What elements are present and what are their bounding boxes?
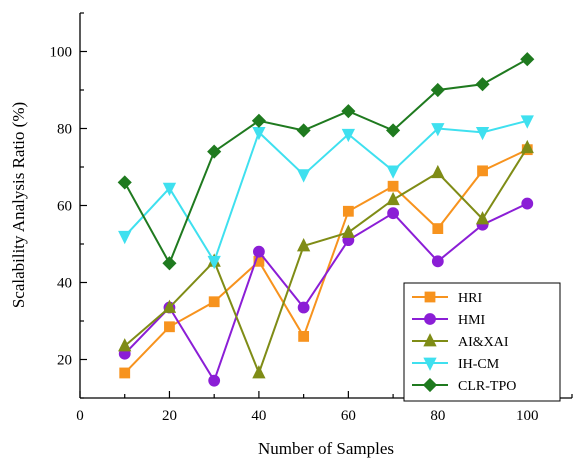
legend-label: HMI (458, 313, 486, 328)
data-point-ih-cm (162, 182, 177, 197)
data-point-hri (477, 165, 488, 177)
data-point-clr-tpo (251, 113, 266, 128)
data-point-hmi (387, 207, 399, 220)
series-ai-xai (118, 139, 534, 379)
legend-item-hmi: HMI (412, 313, 486, 328)
series-line-ih-cm (123, 119, 528, 264)
x-tick-label: 40 (251, 408, 266, 424)
legend: HRI HMI AI&XAI IH-CM CLR-TPO (403, 282, 561, 402)
legend-marker (423, 357, 437, 371)
data-point-hri (387, 180, 399, 192)
data-point-hri (208, 296, 220, 308)
series-line-clr-tpo (123, 58, 528, 266)
data-point-clr-tpo (475, 77, 490, 92)
data-point-ai-xai (386, 191, 400, 206)
series-line-hmi (124, 202, 528, 384)
x-tick-label: 100 (516, 408, 539, 424)
data-point-ih-cm (475, 126, 490, 141)
data-point-ai-xai (475, 211, 490, 225)
data-point-hmi (208, 374, 221, 387)
data-point-ai-xai (252, 365, 266, 379)
data-point-hmi (431, 255, 444, 268)
y-tick-label: 100 (50, 45, 73, 61)
legend-label: HRI (458, 291, 482, 306)
series-line-ai-xai (124, 147, 529, 376)
y-tick-label: 20 (57, 353, 72, 369)
series-layer (117, 52, 535, 387)
data-point-ai-xai (431, 164, 445, 179)
data-point-ai-xai (162, 299, 177, 313)
data-point-ai-xai (341, 224, 356, 238)
legend-marker (424, 291, 436, 303)
x-axis-title: Number of Samples (258, 439, 394, 458)
data-point-clr-tpo (207, 144, 222, 159)
legend-item-clr-tpo: CLR-TPO (412, 377, 516, 394)
x-tick-label: 20 (162, 408, 177, 424)
y-tick-label: 80 (57, 122, 72, 138)
x-tick-label: 0 (76, 408, 84, 424)
legend-label: AI&XAI (458, 335, 509, 350)
data-point-hmi (297, 301, 310, 314)
data-point-clr-tpo (430, 82, 445, 98)
data-point-hri (119, 367, 131, 379)
y-axis-title: Scalability Analysis Ratio (%) (9, 102, 28, 308)
data-point-clr-tpo (162, 256, 177, 271)
data-point-ih-cm (431, 123, 445, 137)
y-tick-label: 60 (57, 199, 72, 215)
series-clr-tpo (117, 52, 535, 271)
data-point-ih-cm (520, 115, 534, 129)
data-point-hri (342, 205, 354, 217)
y-tick-label: 40 (57, 276, 72, 292)
legend-item-ai-xai: AI&XAI (412, 333, 509, 350)
data-point-hri (298, 330, 310, 342)
data-point-hmi (253, 245, 265, 258)
legend-item-ih-cm: IH-CM (412, 357, 500, 372)
data-point-ih-cm (118, 230, 132, 245)
data-point-clr-tpo (520, 52, 535, 67)
data-point-clr-tpo (341, 104, 356, 119)
data-point-ih-cm (341, 128, 356, 143)
axes: 0 20 40 60 80 100 20 40 60 80 100 (50, 12, 573, 424)
legend-marker (423, 333, 437, 347)
data-point-ih-cm (386, 165, 400, 179)
data-point-ai-xai (520, 139, 534, 154)
data-point-clr-tpo (296, 123, 311, 138)
legend-item-hri: HRI (412, 291, 482, 306)
legend-label: CLR-TPO (458, 379, 516, 394)
legend-marker (422, 377, 438, 393)
data-point-ih-cm (207, 255, 221, 270)
data-point-clr-tpo (386, 123, 401, 138)
data-point-hri (432, 223, 444, 235)
x-tick-label: 60 (341, 408, 356, 424)
data-point-ai-xai (296, 238, 311, 252)
data-point-clr-tpo (117, 175, 132, 190)
data-point-ih-cm (296, 169, 311, 183)
x-tick-label: 80 (430, 408, 445, 424)
legend-marker (424, 313, 436, 325)
data-point-hri (164, 321, 175, 333)
data-point-hmi (521, 197, 534, 210)
data-point-ai-xai (118, 338, 132, 352)
legend-label: IH-CM (458, 357, 500, 372)
